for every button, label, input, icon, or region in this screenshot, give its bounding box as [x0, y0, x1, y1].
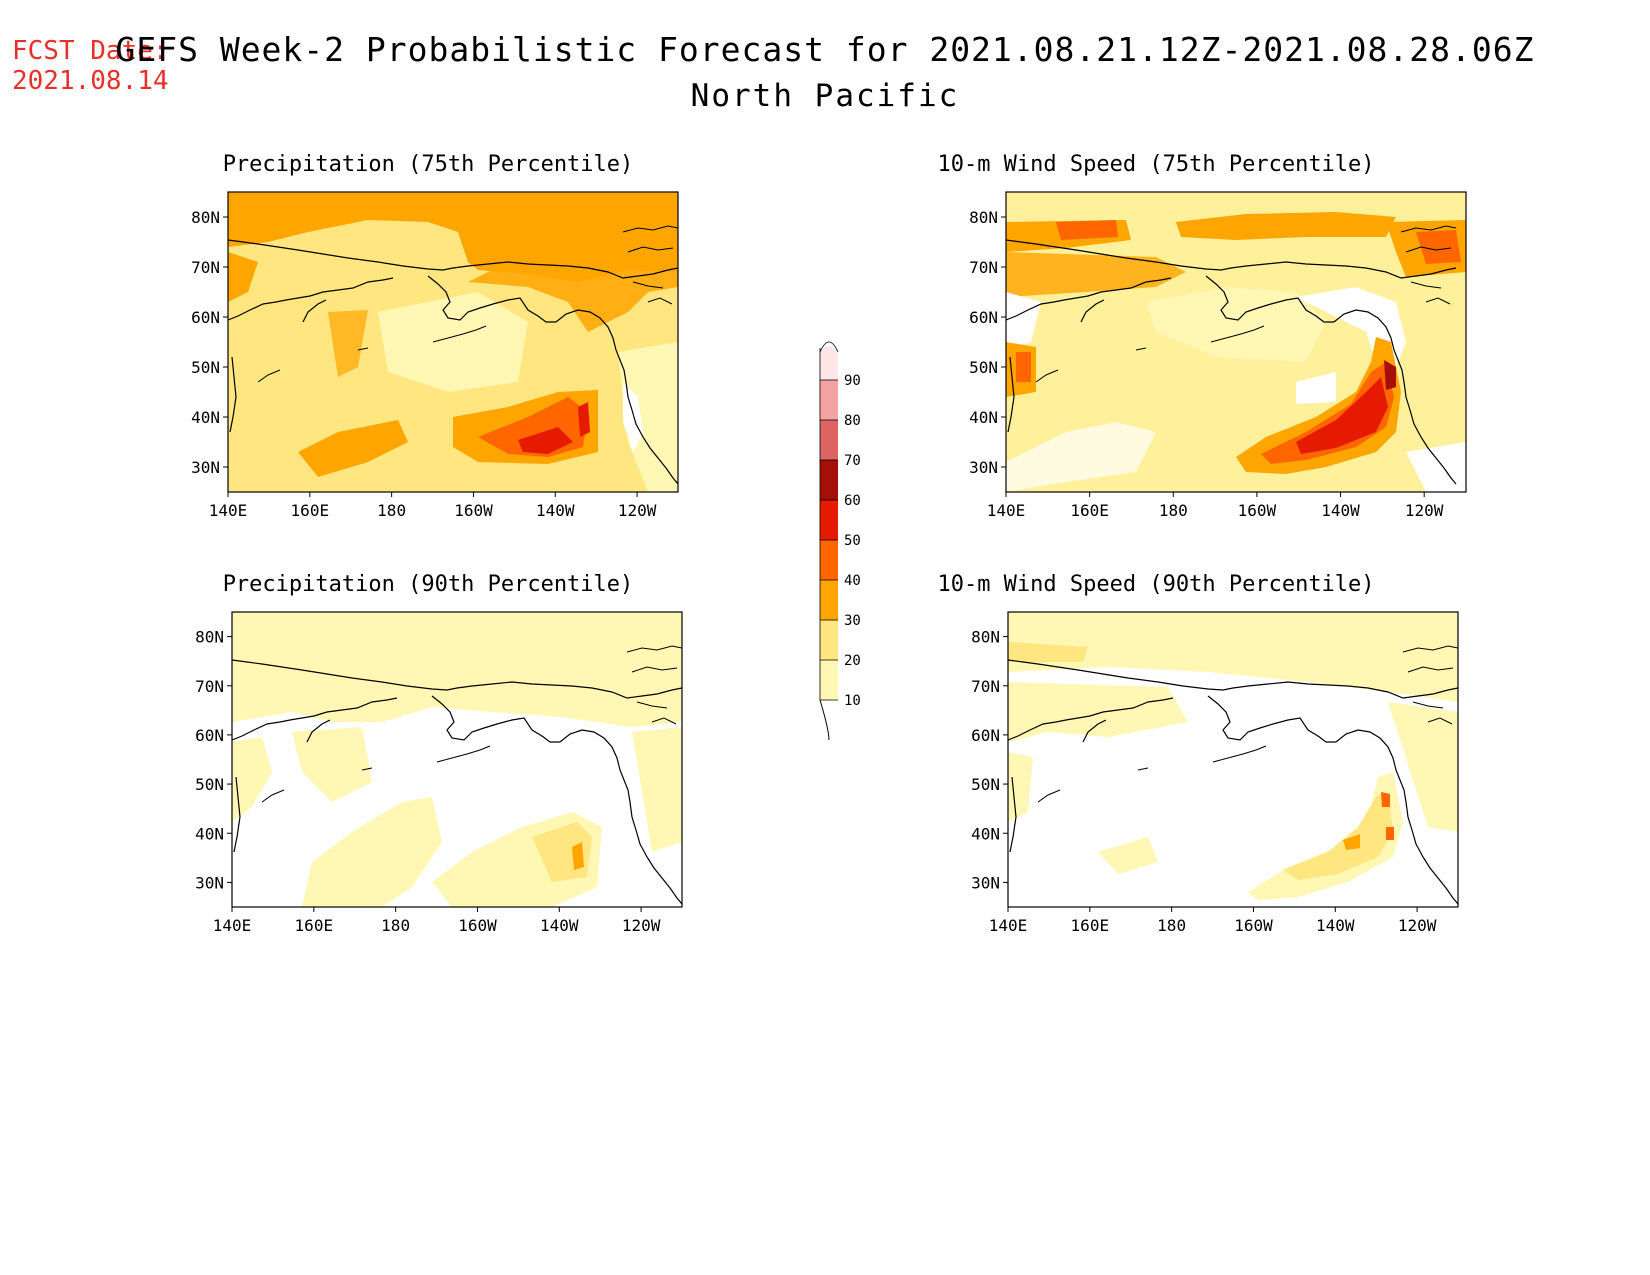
lat-tick-label-precip-90: 80N — [195, 628, 224, 647]
lat-tick-label-precip-90: 50N — [195, 775, 224, 794]
colorbar-label: 10 — [844, 693, 861, 709]
colorbar-label: 90 — [844, 373, 861, 389]
fcst-date-value: 2021.08.14 — [12, 66, 169, 96]
region-subtitle: North Pacific — [690, 78, 960, 114]
colorbar-tail — [819, 699, 830, 741]
lat-tick-label-wind-75: 60N — [969, 308, 998, 327]
lon-tick-label-precip-75: 140E — [209, 501, 248, 520]
lon-tick-label-precip-90: 140W — [540, 916, 579, 935]
lat-tick-label-wind-75: 50N — [969, 358, 998, 377]
panel-title-wind-90: 10-m Wind Speed (90th Percentile) — [937, 572, 1375, 597]
lat-tick-label-wind-90: 50N — [971, 775, 1000, 794]
lat-tick-label-precip-90: 70N — [195, 677, 224, 696]
lon-tick-label-wind-90: 160E — [1071, 916, 1110, 935]
lat-tick-label-precip-75: 80N — [191, 208, 220, 227]
fcst-date-caption: FCST Date: — [12, 36, 169, 66]
lat-tick-label-precip-90: 30N — [195, 873, 224, 892]
lon-tick-label-precip-75: 120W — [618, 501, 657, 520]
map-panel-wind-90 — [1007, 611, 1459, 908]
lon-tick-label-wind-90: 120W — [1398, 916, 1437, 935]
colorbar-label: 70 — [844, 453, 861, 469]
map-panel-wind-75 — [1005, 191, 1467, 493]
lon-tick-label-precip-75: 140W — [536, 501, 575, 520]
lat-tick-label-wind-90: 40N — [971, 824, 1000, 843]
lon-tick-label-wind-75: 180 — [1159, 501, 1188, 520]
lon-tick-label-wind-90: 160W — [1234, 916, 1273, 935]
colorbar-label: 30 — [844, 613, 861, 629]
lat-tick-label-wind-75: 40N — [969, 408, 998, 427]
lat-tick-label-precip-75: 50N — [191, 358, 220, 377]
lon-tick-label-precip-75: 160W — [454, 501, 493, 520]
lat-tick-label-precip-75: 60N — [191, 308, 220, 327]
colorbar-swatch — [820, 660, 838, 700]
map-panel-precip-90 — [231, 611, 683, 908]
lat-tick-label-wind-90: 80N — [971, 628, 1000, 647]
lat-tick-label-wind-75: 30N — [969, 458, 998, 477]
colorbar-cap — [819, 341, 839, 353]
colorbar-label: 40 — [844, 573, 861, 589]
lat-tick-label-precip-75: 70N — [191, 258, 220, 277]
lon-tick-label-wind-75: 140W — [1321, 501, 1360, 520]
lat-tick-label-wind-90: 70N — [971, 677, 1000, 696]
panel-title-wind-75: 10-m Wind Speed (75th Percentile) — [937, 152, 1375, 177]
map-panel-precip-75 — [227, 191, 679, 493]
map-axes: 140E 160E 180 160W 140W 120W 80N 70N 60N 50N 40N 30… — [191, 208, 1444, 935]
lat-tick-label-precip-75: 40N — [191, 408, 220, 427]
lon-tick-label-precip-90: 160W — [458, 916, 497, 935]
colorbar-swatch — [820, 540, 838, 580]
lon-tick-label-wind-75: 120W — [1405, 501, 1444, 520]
lat-tick-label-wind-75: 80N — [969, 208, 998, 227]
lon-tick-label-wind-90: 180 — [1157, 916, 1186, 935]
lat-tick-label-wind-90: 60N — [971, 726, 1000, 745]
colorbar-label: 20 — [844, 653, 861, 669]
lon-tick-label-precip-75: 160E — [291, 501, 330, 520]
colorbar-swatch — [820, 420, 838, 460]
lon-tick-label-precip-90: 160E — [295, 916, 334, 935]
colorbar-label: 50 — [844, 533, 861, 549]
colorbar-label: 80 — [844, 413, 861, 429]
page-title: GEFS Week-2 Probabilistic Forecast for 2… — [115, 30, 1535, 69]
forecast-date-label: FCST Date: 2021.08.14 — [12, 36, 169, 96]
lat-tick-label-precip-90: 60N — [195, 726, 224, 745]
lat-tick-label-precip-90: 40N — [195, 824, 224, 843]
colorbar-swatch — [820, 380, 838, 420]
colorbar-swatch — [820, 460, 838, 500]
lon-tick-label-wind-75: 140E — [987, 501, 1026, 520]
panel-title-precip-90: Precipitation (90th Percentile) — [222, 572, 634, 597]
lon-tick-label-precip-90: 120W — [622, 916, 661, 935]
colorbar-swatch — [820, 620, 838, 660]
colorbar-swatch — [820, 580, 838, 620]
lon-tick-label-wind-75: 160W — [1238, 501, 1277, 520]
lat-tick-label-wind-90: 30N — [971, 873, 1000, 892]
lon-tick-label-precip-90: 180 — [381, 916, 410, 935]
colorbar-label: 60 — [844, 493, 861, 509]
colorbar-swatch — [820, 346, 838, 380]
colorbar-swatch — [820, 500, 838, 540]
lat-tick-label-wind-75: 70N — [969, 258, 998, 277]
lon-tick-label-precip-90: 140E — [213, 916, 252, 935]
colorbar: 10 20 30 40 50 60 70 80 90 — [819, 341, 861, 741]
lon-tick-label-wind-75: 160E — [1070, 501, 1109, 520]
panel-title-precip-75: Precipitation (75th Percentile) — [222, 152, 634, 177]
lat-tick-label-precip-75: 30N — [191, 458, 220, 477]
lon-tick-label-precip-75: 180 — [377, 501, 406, 520]
lon-tick-label-wind-90: 140E — [989, 916, 1028, 935]
lon-tick-label-wind-90: 140W — [1316, 916, 1355, 935]
